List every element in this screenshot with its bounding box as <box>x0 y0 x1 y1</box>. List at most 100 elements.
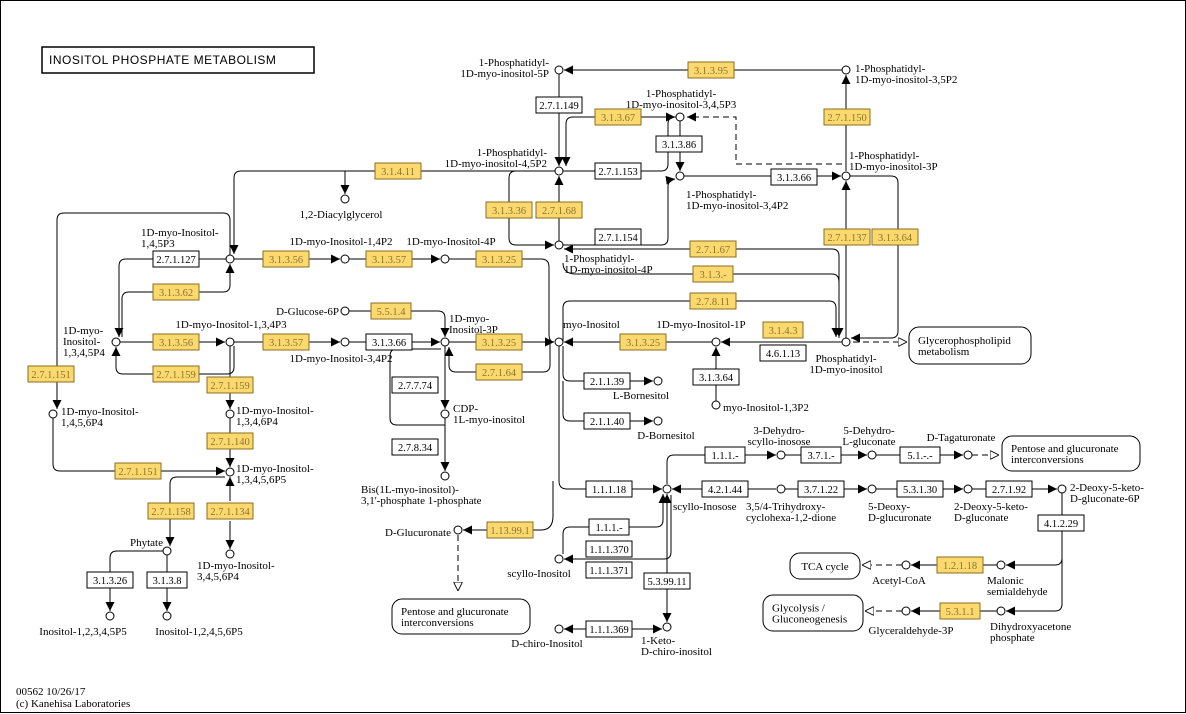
compound-circle[interactable] <box>963 450 973 460</box>
compound-circle[interactable] <box>453 525 463 535</box>
enzyme-box[interactable]: 1.1.1.371 <box>585 561 633 579</box>
compound-node[interactable]: D-chiro-Inositol <box>511 624 583 650</box>
compound-node[interactable]: scyllo-Inosose <box>662 484 737 513</box>
compound-node[interactable]: D-Tagaturonate <box>927 432 996 460</box>
enzyme-rect[interactable] <box>114 462 162 480</box>
enzyme-rect[interactable] <box>655 135 703 153</box>
enzyme-box[interactable]: 2.7.1.151 <box>114 462 162 480</box>
compound-circle[interactable] <box>162 546 172 556</box>
enzyme-rect[interactable] <box>27 365 75 383</box>
compound-circle[interactable] <box>554 337 564 347</box>
enzyme-box[interactable]: 2.7.1.153 <box>594 162 642 180</box>
compound-circle[interactable] <box>105 611 115 621</box>
map-box[interactable] <box>762 594 864 632</box>
enzyme-box[interactable]: 3.1.3.36 <box>485 201 533 219</box>
compound-circle[interactable] <box>554 554 564 564</box>
enzyme-rect[interactable] <box>206 376 254 394</box>
enzyme-rect[interactable] <box>985 480 1033 498</box>
enzyme-rect[interactable] <box>535 201 583 219</box>
enzyme-box[interactable]: 3.7.1.22 <box>797 480 845 498</box>
enzyme-rect[interactable] <box>759 344 807 362</box>
compound-node[interactable]: Phosphatidyl-1D-myo-inositol <box>809 337 883 376</box>
enzyme-rect[interactable] <box>939 602 981 620</box>
enzyme-rect[interactable] <box>391 376 439 394</box>
enzyme-rect[interactable] <box>823 228 871 246</box>
enzyme-rect[interactable] <box>152 333 200 351</box>
enzyme-rect[interactable] <box>594 162 642 180</box>
enzyme-box[interactable]: 5.3.1.1 <box>939 602 981 620</box>
compound-node[interactable]: 1-Phosphatidyl-1D-myo-inositol-3,5P2 <box>841 63 957 86</box>
enzyme-rect[interactable] <box>152 283 200 301</box>
enzyme-box[interactable]: 3.1.3.25 <box>475 333 523 351</box>
map-box[interactable] <box>1001 435 1141 472</box>
enzyme-box[interactable]: 2.7.7.74 <box>391 376 439 394</box>
enzyme-box[interactable]: 2.7.1.158 <box>147 502 195 520</box>
enzyme-rect[interactable] <box>585 480 633 498</box>
compound-circle[interactable] <box>225 409 235 419</box>
enzyme-box[interactable]: 3.1.3.57 <box>262 333 310 351</box>
pathway-map-link[interactable]: Glycolysis /Gluconeogenesis <box>762 594 864 632</box>
enzyme-box[interactable]: 3.1.3.86 <box>655 135 703 153</box>
compound-circle[interactable] <box>440 337 450 347</box>
enzyme-rect[interactable] <box>583 412 631 430</box>
compound-node[interactable]: Inositol-1,2,4,5,6P5 <box>155 611 243 638</box>
enzyme-rect[interactable] <box>206 432 254 450</box>
compound-node[interactable]: 1-Phosphatidyl-1D-myo-inositol-3,4P2 <box>675 171 788 212</box>
map-box[interactable] <box>391 598 531 635</box>
enzyme-rect[interactable] <box>391 438 439 456</box>
enzyme-box[interactable]: 2.1.1.40 <box>583 412 631 430</box>
enzyme-box[interactable]: 2.7.1.154 <box>594 228 642 246</box>
enzyme-box[interactable]: 3.1.3.64 <box>692 368 740 386</box>
compound-circle[interactable] <box>653 416 663 426</box>
compound-circle[interactable] <box>554 240 564 250</box>
enzyme-box[interactable]: 4.1.2.29 <box>1037 514 1085 532</box>
enzyme-box[interactable]: 2.7.1.67 <box>689 240 737 258</box>
enzyme-rect[interactable] <box>374 162 422 180</box>
compound-circle[interactable] <box>340 306 350 316</box>
compound-node[interactable]: 1D-myo-Inositol-1,3,4,5,6P5 <box>225 463 314 486</box>
enzyme-rect[interactable] <box>800 446 842 464</box>
compound-node[interactable]: 2-Deoxy-5-keto-D-gluconate-6P <box>1057 482 1144 505</box>
enzyme-rect[interactable] <box>535 96 583 114</box>
enzyme-rect[interactable] <box>594 228 642 246</box>
compound-node[interactable]: Acetyl-CoA <box>872 560 926 587</box>
enzyme-box[interactable]: 3.1.3.57 <box>365 250 413 268</box>
enzyme-rect[interactable] <box>689 240 737 258</box>
enzyme-rect[interactable] <box>262 250 310 268</box>
compound-node[interactable]: 3,5/4-Trihydroxy-cyclohexa-1,2-dione <box>746 484 836 524</box>
enzyme-rect[interactable] <box>936 556 984 574</box>
enzyme-box[interactable]: 2.7.1.151 <box>27 365 75 383</box>
compound-circle[interactable] <box>711 400 721 410</box>
enzyme-box[interactable]: 1.13.99.1 <box>486 521 534 539</box>
enzyme-box[interactable]: 1.1.1.- <box>704 446 746 464</box>
enzyme-box[interactable]: 2.7.1.159 <box>152 365 200 383</box>
compound-circle[interactable] <box>776 450 786 460</box>
compound-node[interactable]: 1D-myo-Inositol-4P <box>406 236 496 264</box>
compound-node[interactable]: D-Glucuronate <box>385 525 463 539</box>
enzyme-box[interactable]: 2.7.1.127 <box>152 250 200 268</box>
compound-circle[interactable] <box>901 606 911 616</box>
compound-node[interactable]: 1D-myo-Inositol-1,4,5,6P4 <box>48 406 139 429</box>
compound-node[interactable]: 1D-myo-Inositol-1,3,4,5P4 <box>63 325 121 359</box>
compound-circle[interactable] <box>440 409 450 419</box>
compound-node[interactable]: 1-Keto-D-chiro-inositol <box>641 622 712 658</box>
compound-node[interactable]: myo-Inositol <box>554 319 620 347</box>
enzyme-rect[interactable] <box>619 333 667 351</box>
enzyme-rect[interactable] <box>147 502 195 520</box>
enzyme-box[interactable]: 1.2.1.18 <box>936 556 984 574</box>
compound-node[interactable]: 1D-myo-Inositol-1,3,4P3 <box>175 319 287 347</box>
enzyme-box[interactable]: 4.2.1.44 <box>701 480 749 498</box>
compound-circle[interactable] <box>867 484 877 494</box>
enzyme-rect[interactable] <box>896 480 944 498</box>
compound-circle[interactable] <box>867 450 877 460</box>
compound-circle[interactable] <box>841 65 851 75</box>
compound-circle[interactable] <box>440 254 450 264</box>
enzyme-box[interactable]: 2.7.1.159 <box>206 376 254 394</box>
compound-circle[interactable] <box>841 171 851 181</box>
enzyme-box[interactable]: 3.1.3.25 <box>475 250 523 268</box>
compound-node[interactable]: CDP-1L-myo-inositol <box>440 403 525 426</box>
enzyme-rect[interactable] <box>692 265 734 283</box>
compound-circle[interactable] <box>675 112 685 122</box>
